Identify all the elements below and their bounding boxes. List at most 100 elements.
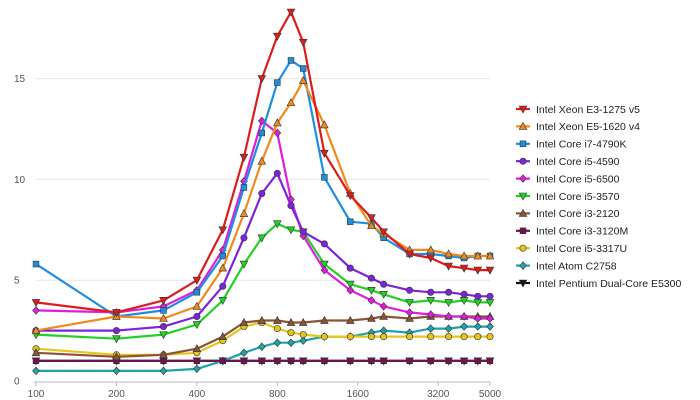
data-point [459, 251, 469, 260]
legend-label: Intel Core i3-2120 [536, 208, 620, 220]
data-point [427, 357, 434, 365]
data-point [460, 357, 468, 365]
legend-item-intel-core-i5-4590: Intel Core i5-4590 [516, 156, 620, 168]
data-point [485, 266, 495, 275]
y-tick-label: 0 [14, 377, 20, 388]
data-point [346, 264, 354, 272]
data-point [367, 221, 376, 230]
series-intel-core-i5-3570 [31, 220, 495, 344]
data-point [258, 189, 266, 197]
data-point [218, 332, 228, 340]
data-point [444, 324, 453, 333]
data-point [159, 297, 168, 305]
data-point [379, 302, 388, 311]
data-point [426, 245, 436, 254]
data-point [299, 331, 307, 339]
data-point [31, 348, 41, 357]
x-tick-label: 400 [189, 389, 206, 400]
data-point [426, 324, 435, 333]
data-point [240, 184, 248, 191]
data-point [298, 317, 308, 326]
legend-item-intel-core-i5-3317u: Intel Core i5-3317U [516, 243, 627, 255]
data-point [273, 118, 282, 127]
data-point [192, 321, 202, 330]
data-point [300, 357, 307, 365]
data-point [320, 149, 329, 158]
series-line [35, 59, 490, 318]
legend-marker [518, 105, 528, 114]
y-tick-label: 5 [14, 276, 20, 287]
data-point [486, 357, 494, 365]
data-point [257, 75, 267, 84]
data-point [405, 308, 414, 317]
data-point [367, 214, 376, 223]
data-point [426, 297, 436, 305]
data-point [287, 329, 295, 337]
legend-label: Intel Core i5-6500 [536, 173, 620, 185]
data-point [444, 312, 453, 321]
data-point [320, 260, 329, 269]
data-point [287, 57, 295, 64]
data-point [473, 266, 483, 275]
data-point [286, 8, 296, 17]
legend-marker [519, 261, 527, 270]
data-point [379, 228, 388, 237]
y-tick-label: 10 [14, 175, 26, 186]
data-point [406, 286, 414, 294]
data-point [240, 348, 248, 358]
data-point [486, 333, 494, 341]
data-point [257, 315, 267, 324]
data-point [380, 280, 388, 288]
data-point [192, 276, 202, 285]
data-point [474, 333, 482, 341]
data-point [219, 282, 227, 290]
data-point [258, 342, 266, 351]
data-point [486, 292, 494, 300]
data-point [321, 174, 328, 181]
data-point [193, 364, 201, 374]
data-point [485, 251, 495, 260]
data-point [273, 220, 282, 229]
data-point [159, 323, 167, 331]
data-point [258, 357, 266, 365]
data-point [320, 333, 328, 341]
data-point [460, 290, 468, 298]
series-intel-core-i5-3317u [32, 319, 494, 359]
legend-item-intel-pentium-dual-core-e5300: Intel Pentium Dual-Core E5300 [516, 278, 681, 290]
data-point [346, 286, 355, 295]
legend-item-intel-core-i7-4790k: Intel Core i7-4790K [516, 139, 626, 151]
legend-item-intel-core-i3-2120: Intel Core i3-2120 [516, 208, 620, 220]
data-point [300, 65, 307, 72]
data-point [239, 317, 249, 326]
data-point [406, 357, 413, 365]
legend-marker [519, 244, 527, 252]
data-point [240, 234, 248, 242]
data-point [474, 292, 482, 300]
data-point [486, 314, 494, 323]
data-point [380, 333, 388, 341]
axes: 0 5 10 15 100 200 400 800 1600 3200 5000 [14, 74, 502, 400]
data-point [426, 254, 436, 263]
series-layer [31, 8, 495, 376]
legend-label: Intel Core i3-3120M [536, 226, 628, 238]
data-point [367, 313, 376, 322]
series-line [35, 222, 490, 340]
data-point [405, 299, 414, 307]
data-point [445, 333, 453, 341]
data-point [287, 202, 295, 210]
data-point [445, 357, 452, 365]
data-point [444, 299, 453, 307]
data-point [426, 310, 435, 319]
legend: Intel Xeon E3-1275 v5 Intel Xeon E5-1620 … [516, 104, 681, 290]
data-point [444, 249, 453, 258]
x-tick-label: 100 [28, 389, 45, 400]
data-point [460, 312, 468, 321]
data-point [287, 357, 295, 365]
data-point [473, 322, 482, 331]
legend-item-intel-core-i3-3120m: Intel Core i3-3120M [516, 226, 628, 238]
legend-label: Intel Core i5-4590 [536, 156, 620, 168]
legend-marker [518, 121, 528, 130]
data-point [31, 299, 41, 307]
data-point [427, 288, 435, 296]
